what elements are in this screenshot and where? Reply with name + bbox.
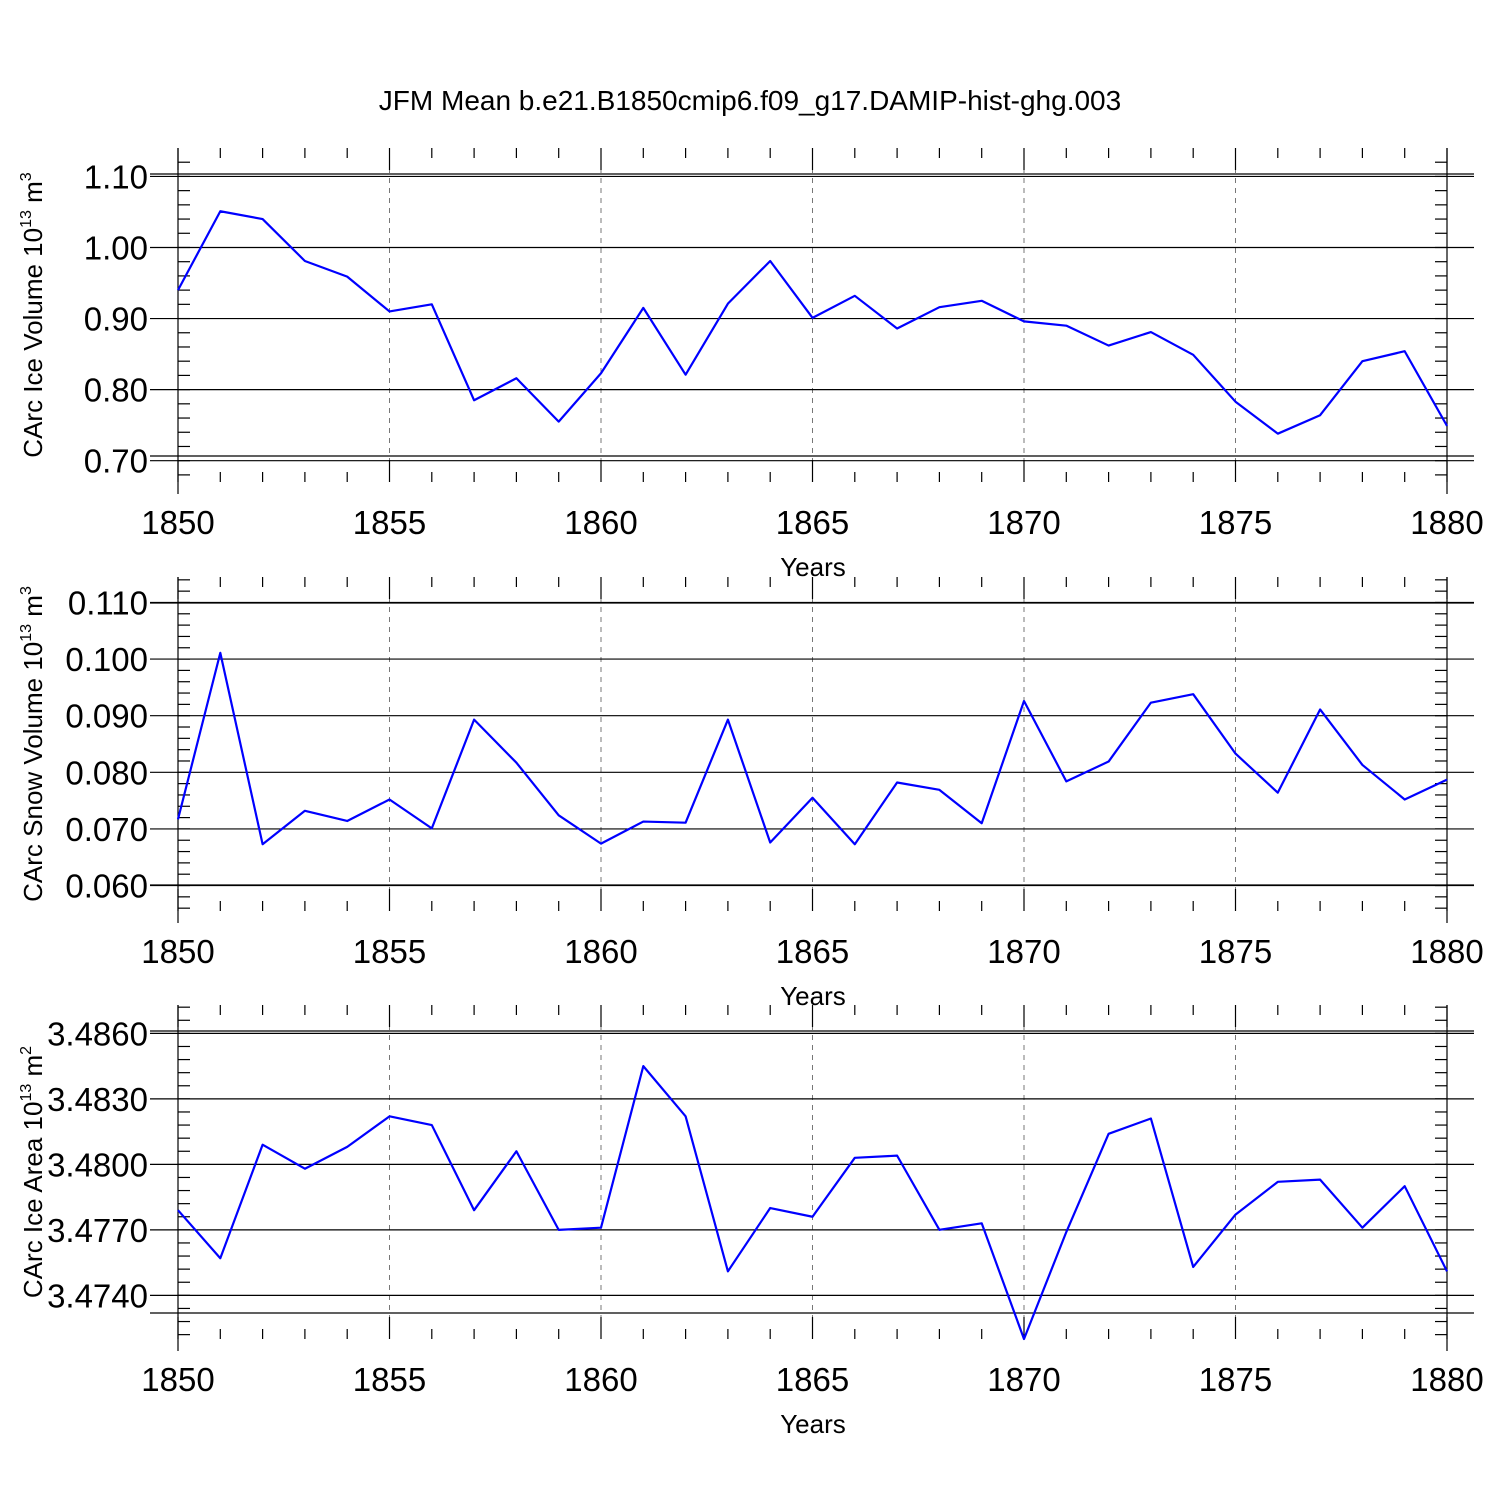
x-tick-label: 1850	[141, 504, 214, 541]
y-axis-label-exponent: 13	[18, 1084, 35, 1102]
x-tick-label: 1880	[1410, 1361, 1483, 1398]
y-axis-label-unit-exponent: 3	[18, 586, 35, 595]
x-tick-label: 1865	[776, 1361, 849, 1398]
x-tick-label: 1870	[987, 933, 1060, 970]
y-tick-label: 0.80	[84, 372, 148, 409]
y-axis-label-unit: m	[18, 595, 48, 624]
y-tick-label: 3.4800	[47, 1146, 148, 1183]
x-tick-label: 1860	[564, 1361, 637, 1398]
panel-snow-volume: 1850 1855 1860 1865 1870 1875 1880 0.060 0.070 0.…	[18, 577, 1484, 1011]
figure-title: JFM Mean b.e21.B1850cmip6.f09_g17.DAMIP-…	[379, 85, 1121, 116]
y-tick-label: 0.070	[65, 811, 148, 848]
y-tick-label: 3.4770	[47, 1212, 148, 1249]
y-tick-label: 0.080	[65, 754, 148, 791]
y-axis-label-unit-exponent: 3	[18, 172, 35, 181]
x-tick-label: 1850	[141, 1361, 214, 1398]
x-tick-label: 1865	[776, 933, 849, 970]
y-axis-label-main: CArc Ice Area 10	[18, 1102, 48, 1299]
x-tick-label: 1870	[987, 504, 1060, 541]
y-tick-label: 3.4860	[47, 1015, 148, 1052]
y-axis-label-exponent: 13	[18, 210, 35, 228]
x-tick-label: 1855	[353, 933, 426, 970]
y-tick-label: 0.090	[65, 698, 148, 735]
y-axis-label-exponent: 13	[18, 624, 35, 642]
y-axis-label: CArc Ice Area 1013 m2	[18, 1046, 48, 1298]
x-tick-label: 1860	[564, 933, 637, 970]
y-tick-label: 0.060	[65, 868, 148, 905]
x-tick-label: 1880	[1410, 504, 1483, 541]
x-tick-label: 1875	[1199, 1361, 1272, 1398]
x-tick-label: 1855	[353, 504, 426, 541]
y-tick-label: 3.4740	[47, 1277, 148, 1314]
y-axis-label: CArc Snow Volume 1013 m3	[18, 586, 48, 902]
y-axis-label-main: CArc Snow Volume 10	[18, 642, 48, 902]
x-axis-label: Years	[780, 1409, 846, 1439]
y-tick-label: 0.110	[68, 584, 148, 621]
x-tick-label: 1870	[987, 1361, 1060, 1398]
y-tick-label: 1.10	[84, 158, 148, 195]
x-tick-label: 1880	[1410, 933, 1483, 970]
y-tick-label: 1.00	[84, 229, 148, 266]
x-tick-label: 1855	[353, 1361, 426, 1398]
y-axis-label-main: CArc Ice Volume 10	[18, 228, 48, 458]
panel-ice-area: 1850 1855 1860 1865 1870 1875 1880 3.4740 3.4770…	[18, 1005, 1484, 1439]
y-tick-label: 0.90	[84, 301, 148, 338]
x-tick-label: 1875	[1199, 933, 1272, 970]
y-tick-label: 3.4830	[47, 1081, 148, 1118]
x-tick-label: 1860	[564, 504, 637, 541]
x-tick-label: 1875	[1199, 504, 1272, 541]
y-axis-label: CArc Ice Volume 1013 m3	[18, 172, 48, 457]
x-tick-label: 1865	[776, 504, 849, 541]
y-tick-label: 0.100	[65, 641, 148, 678]
y-axis-label-unit: m	[18, 1055, 48, 1084]
y-axis-label-unit-exponent: 2	[18, 1046, 35, 1055]
y-tick-label: 0.70	[84, 443, 148, 480]
y-axis-label-unit: m	[18, 181, 48, 210]
x-tick-label: 1850	[141, 933, 214, 970]
panel-ice-volume: 1850 1855 1860 1865 1870 1875 1880 0.70 0.80 0.90…	[18, 148, 1484, 582]
